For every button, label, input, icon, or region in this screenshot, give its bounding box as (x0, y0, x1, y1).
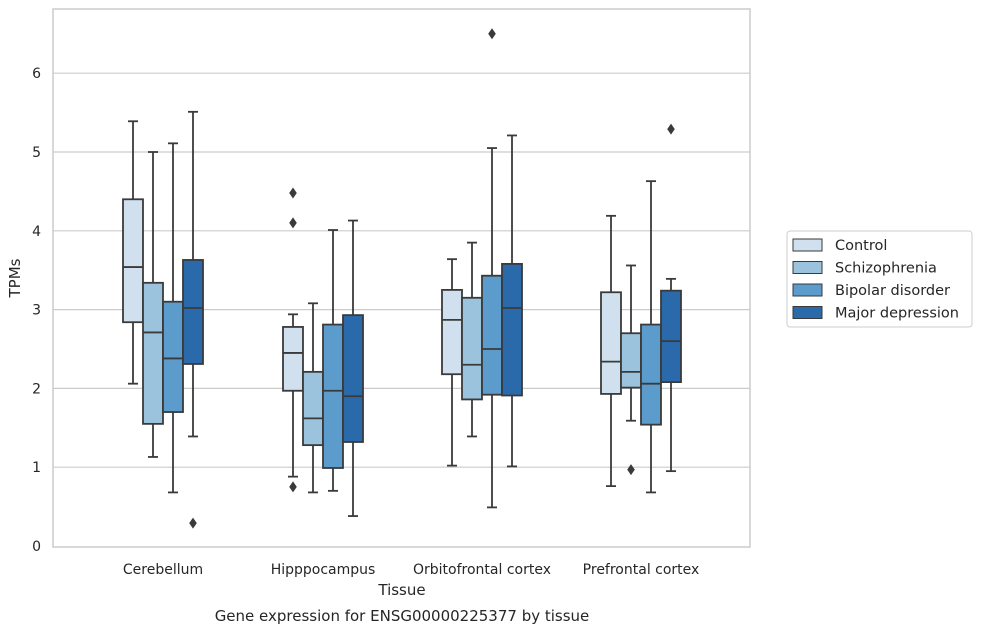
y-tick-label: 6 (32, 66, 41, 82)
x-tick-label: Orbitofrontal cortex (413, 562, 551, 578)
box-bipolar-disorder (481, 28, 503, 509)
box-control (282, 187, 304, 493)
box-bipolar-disorder (322, 229, 344, 492)
outlier-point (667, 123, 675, 135)
box-bipolar-disorder (162, 142, 184, 494)
box-major-depression (182, 110, 204, 529)
legend: Control Schizophrenia Bipolar disorder Majo… (786, 230, 973, 328)
legend-label: Schizophrenia (835, 261, 937, 277)
box-iqr (660, 289, 682, 383)
box-schizophrenia (142, 151, 164, 458)
legend-swatch (792, 306, 823, 319)
box-schizophrenia (461, 241, 483, 438)
box-iqr (640, 323, 662, 426)
box-iqr (302, 370, 324, 447)
box-iqr (122, 198, 144, 324)
outlier-point (289, 187, 297, 199)
legend-label: Major depression (835, 306, 959, 322)
box-control (122, 120, 144, 385)
box-schizophrenia (620, 264, 642, 476)
plot-area-frame (52, 8, 751, 548)
x-tick-label: Cerebellum (123, 562, 203, 578)
outlier-point (488, 28, 496, 40)
outlier-point (189, 517, 197, 529)
y-tick-label: 4 (32, 224, 41, 240)
box-iqr (461, 296, 483, 401)
box-iqr (282, 326, 304, 392)
box-major-depression (342, 219, 364, 517)
box-iqr (600, 291, 622, 395)
x-axis-label: Tissue (377, 581, 425, 599)
box-control (600, 214, 622, 488)
box-iqr (142, 281, 164, 425)
legend-label: Control (835, 238, 887, 254)
x-tick-label: Hipppocampus (271, 562, 376, 578)
box-major-depression (660, 123, 682, 473)
boxes (122, 28, 682, 529)
outlier-point (289, 217, 297, 229)
box-control (441, 258, 463, 467)
box-iqr (441, 288, 463, 376)
box-iqr (322, 323, 344, 469)
y-tick-label: 1 (32, 460, 41, 476)
box-iqr (620, 332, 642, 389)
box-iqr (501, 262, 523, 397)
box-iqr (182, 259, 204, 365)
box-iqr (342, 314, 364, 443)
legend-swatch (792, 238, 823, 252)
x-tick-label: Prefrontal cortex (583, 562, 700, 578)
box-iqr (481, 274, 503, 396)
y-tick-label: 5 (32, 145, 41, 161)
y-tick-label: 2 (32, 381, 41, 397)
y-axis-ticks: 0 1 2 3 4 5 6 (32, 66, 41, 555)
chart-caption: Gene expression for ENSG00000225377 by t… (215, 607, 590, 625)
y-tick-label: 0 (32, 539, 41, 555)
y-axis-label: TPMs (6, 258, 24, 298)
x-axis-ticks: Cerebellum Hipppocampus Orbitofrontal cort… (123, 562, 699, 578)
box-major-depression (501, 134, 523, 468)
box-bipolar-disorder (640, 180, 662, 494)
legend-label: Bipolar disorder (835, 283, 950, 299)
box-iqr (162, 300, 184, 413)
legend-swatch (792, 283, 823, 297)
y-tick-label: 3 (32, 303, 41, 319)
legend-frame (786, 230, 973, 328)
outlier-point (627, 464, 635, 476)
box-schizophrenia (302, 302, 324, 494)
legend-swatch (792, 261, 823, 274)
outlier-point (289, 481, 297, 493)
